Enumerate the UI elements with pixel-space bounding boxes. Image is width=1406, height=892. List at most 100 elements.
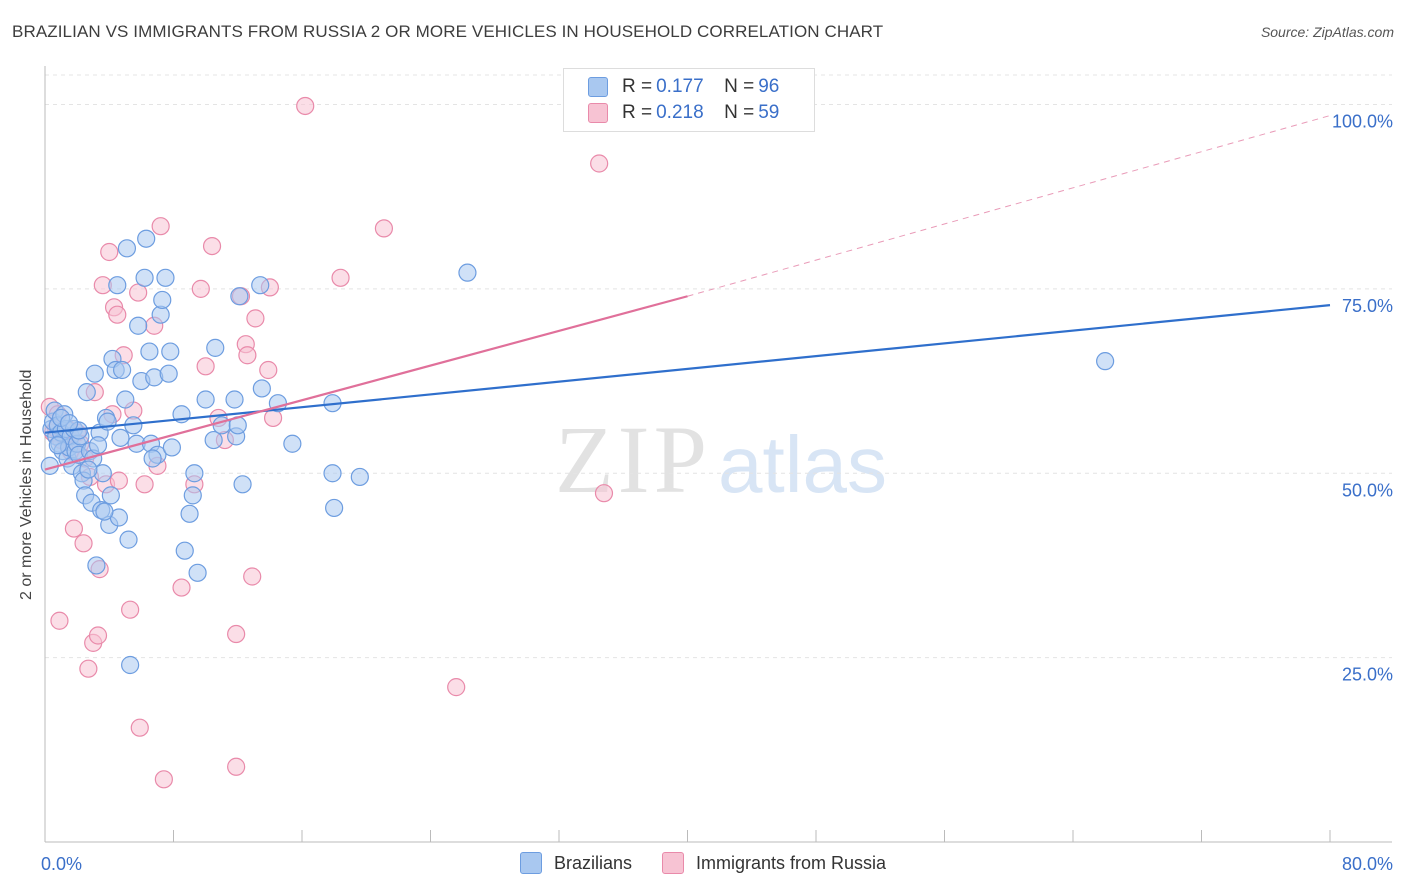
y-tick-label-25: 25.0%: [1342, 665, 1393, 685]
brazilian-point-59: [162, 438, 181, 457]
stats-row-brazilians: R = 0.177 N = 96: [588, 75, 783, 99]
russia-point-22: [100, 242, 119, 262]
r-value: 0.177: [656, 76, 704, 97]
blue-swatch: [520, 852, 542, 874]
brazilian-point-42: [117, 239, 137, 258]
brazilian-point-63: [183, 486, 202, 505]
russia-point-57: [447, 678, 466, 697]
legend-label-brazilians: Brazilians: [554, 852, 633, 873]
brazilian-point-48: [135, 268, 154, 287]
brazilian-point-93: [95, 502, 114, 521]
brazilian-point-61: [175, 541, 194, 560]
russia-point-14: [79, 659, 98, 678]
y-tick-labels: 25.0% 50.0% 75.0% 100.0%: [1332, 112, 1393, 685]
russia-point-48: [238, 346, 257, 365]
brazilian-point-91: [48, 436, 67, 455]
brazilian-point-50: [140, 342, 159, 361]
brazilian-point-84: [1096, 352, 1115, 371]
brazilian-point-90: [59, 414, 79, 433]
brazilian-point-92: [79, 460, 98, 479]
russia-point-26: [109, 471, 128, 490]
russia-point-58: [590, 154, 609, 173]
russia-point-28: [121, 600, 140, 619]
brazilian-point-89: [143, 449, 162, 468]
brazilian-point-35: [101, 486, 120, 505]
axes: [44, 66, 1392, 843]
brazilian-point-67: [204, 430, 223, 450]
legend-label-immigrants-from-russia: Immigrants from Russia: [696, 852, 887, 873]
brazilian-point-66: [196, 390, 215, 409]
brazilian-point-73: [230, 287, 249, 306]
brazilian-point-74: [233, 475, 252, 494]
brazilian-point-49: [137, 229, 156, 248]
source-label: Source: ZipAtlas.com: [1260, 24, 1394, 40]
russia-point-56: [374, 219, 394, 238]
brazilian-point-56: [156, 268, 175, 287]
russia-point-54: [296, 96, 315, 116]
legend-item-brazilians: Brazilians: [520, 852, 632, 874]
brazilian-point-40: [112, 360, 132, 380]
x-tick-label-min: 0.0%: [41, 854, 82, 874]
brazilian-point-87: [88, 436, 108, 455]
n-label: N =: [724, 102, 755, 123]
y-tick-label-100: 100.0%: [1332, 112, 1393, 132]
trend-line-immigrants-from-russia: [44, 295, 688, 471]
pink-swatch: [588, 103, 608, 123]
n-label: N =: [724, 76, 755, 97]
brazilian-point-80: [323, 464, 342, 483]
brazilian-point-70: [225, 390, 244, 409]
n-value: 96: [758, 76, 780, 97]
brazilian-point-83: [458, 263, 477, 282]
russia-point-59: [594, 484, 614, 503]
watermark: ZIP atlas: [555, 406, 887, 513]
russia-point-44: [227, 757, 246, 776]
brazilian-point-62: [180, 504, 199, 523]
russia-point-45: [227, 624, 246, 644]
russia-point-36: [154, 770, 173, 789]
russia-point-39: [191, 279, 210, 298]
pink-swatch: [662, 852, 685, 874]
brazilian-point-41: [116, 390, 135, 409]
russia-point-4: [50, 611, 69, 630]
russia-point-9: [64, 519, 84, 538]
y-tick-label-75: 75.0%: [1342, 296, 1393, 316]
russia-point-40: [196, 357, 215, 376]
series-brazilians: [40, 229, 1115, 675]
russia-point-37: [172, 578, 191, 597]
legend-item-immigrants-from-russia: Immigrants from Russia: [662, 852, 886, 874]
russia-point-50: [246, 309, 265, 328]
brazilian-point-65: [188, 563, 207, 582]
brazilian-point-27: [85, 364, 104, 383]
series-legend: Brazilians Immigrants from Russia: [520, 852, 916, 874]
brazilian-point-81: [325, 498, 344, 518]
r-label: R =: [622, 76, 653, 97]
brazilian-point-68: [206, 338, 225, 357]
x-tick-label-max: 80.0%: [1342, 854, 1393, 874]
russia-point-25: [108, 305, 127, 324]
brazilian-point-38: [108, 276, 127, 295]
russia-point-49: [243, 567, 262, 586]
brazilian-point-82: [350, 467, 369, 487]
r-label: R =: [622, 102, 653, 123]
watermark-zip: ZIP: [555, 406, 711, 513]
blue-swatch: [588, 77, 608, 97]
r-value: 0.218: [656, 102, 704, 123]
russia-point-51: [259, 360, 278, 380]
brazilian-point-58: [161, 342, 180, 361]
russia-point-12: [74, 534, 93, 553]
brazilian-point-94: [121, 655, 140, 675]
brazilian-point-46: [129, 316, 148, 335]
brazilian-point-78: [283, 434, 302, 453]
x-tick-labels: 0.0% 80.0%: [41, 854, 1393, 874]
n-value: 59: [758, 102, 780, 123]
trend-extension-immigrants-from-russia: [687, 115, 1331, 297]
brazilian-point-76: [252, 379, 271, 398]
brazilian-point-43: [119, 530, 138, 549]
y-tick-label-50: 50.0%: [1342, 480, 1393, 500]
russia-point-41: [202, 237, 222, 256]
brazilian-point-64: [185, 464, 204, 483]
brazilian-point-88: [111, 428, 130, 447]
y-axis-label: 2 or more Vehicles in Household: [18, 369, 35, 600]
stats-legend: R = 0.177 N = 96 R = 0.218 N = 59: [563, 68, 815, 132]
